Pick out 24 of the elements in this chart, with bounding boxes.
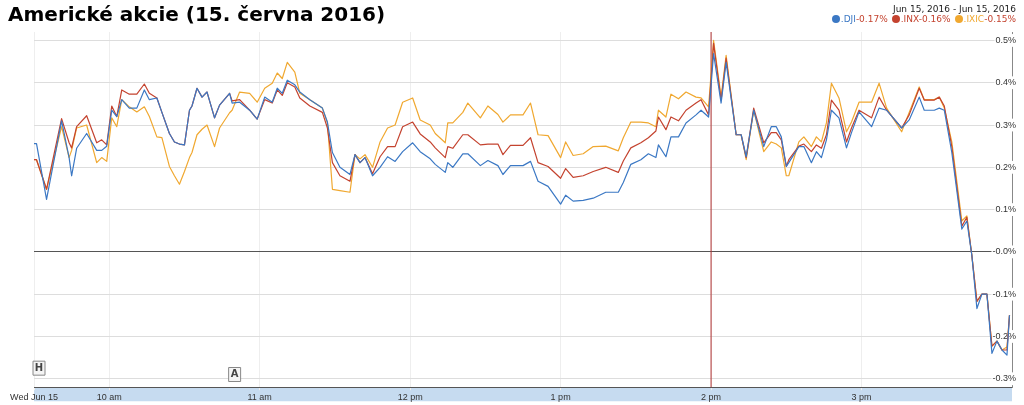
- y-tick-label: -0.0%: [992, 246, 1016, 257]
- x-tick-label: 2 pm: [701, 392, 722, 403]
- legend-label: .INX: [900, 14, 919, 24]
- annotation: H: [34, 361, 44, 373]
- y-tick-label: 0.3%: [995, 119, 1016, 130]
- y-tick-label: 0.1%: [995, 204, 1016, 215]
- x-tick-label: Wed Jun 15: [10, 392, 58, 403]
- x-tick-label: 3 pm: [851, 392, 872, 403]
- y-tick-label: -0.3%: [992, 373, 1016, 384]
- y-tick-label: 0.2%: [995, 161, 1016, 172]
- x-tick-label: 12 pm: [397, 392, 423, 403]
- text: -0.15%: [984, 14, 1016, 24]
- chart-title: Americké akcie (15. června 2016): [8, 2, 386, 26]
- y-tick-label: 0.4%: [995, 77, 1016, 88]
- legend-label: .DJI: [840, 14, 856, 24]
- text: Jun 15, 2016 - Jun 15, 2016: [891, 4, 1016, 14]
- x-tick-label: 1 pm: [550, 392, 571, 403]
- y-tick-label: -0.1%: [992, 288, 1016, 299]
- y-tick-label: 0.5%: [995, 34, 1016, 45]
- annotation: A: [230, 368, 239, 380]
- text: -0.16%: [918, 14, 951, 24]
- legend-label: .IXIC: [963, 14, 985, 24]
- x-tick-label: 11 am: [247, 392, 272, 403]
- x-tick-label: 10 am: [96, 392, 122, 403]
